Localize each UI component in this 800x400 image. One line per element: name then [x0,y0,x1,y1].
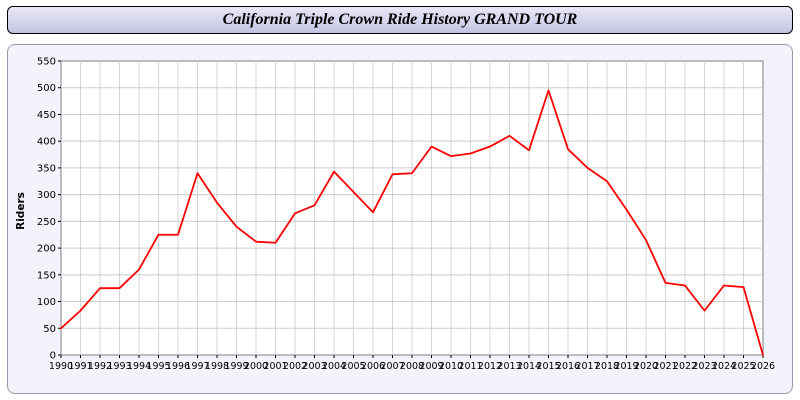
chart-title: California Triple Crown Ride History GRA… [222,11,578,28]
x-tick-label: 2017 [575,361,599,372]
x-tick-label: 2025 [731,361,755,372]
x-tick-label: 1991 [68,361,92,372]
x-tick-label: 2014 [517,361,541,372]
x-tick-label: 1997 [185,361,209,372]
x-tick-label: 2007 [380,361,404,372]
x-tick-label: 1998 [205,361,229,372]
y-tick-label: 200 [37,244,56,255]
x-tick-label: 2005 [341,361,365,372]
x-tick-label: 2018 [595,361,619,372]
y-tick-label: 300 [37,190,56,201]
plot-area: Riders 1990 1991 1992 1993 1994 1995 1996 1997 1… [13,53,789,395]
x-tick-label: 2011 [458,361,482,372]
x-tick-label: 2000 [244,361,268,372]
x-tick-label: 2016 [556,361,580,372]
y-axis-title: Riders [15,192,27,230]
x-tick-label: 2020 [634,361,658,372]
y-tick-label: 550 [37,57,56,68]
x-tick-label: 2021 [653,361,677,372]
x-tick-label: 2006 [361,361,385,372]
x-tick-label: 1999 [224,361,248,372]
x-tick-label: 2004 [322,361,346,372]
y-tick-label: 100 [37,297,56,308]
x-tick-label: 2023 [692,361,716,372]
y-tick-label: 400 [37,137,56,148]
x-tick-label: 2001 [263,361,287,372]
x-tick-label: 2002 [283,361,307,372]
y-tick-label: 150 [37,270,56,281]
x-tick-label: 2022 [673,361,697,372]
x-tick-label: 2003 [302,361,326,372]
plot-svg: Riders 199019911992199319941995199619971… [15,57,775,373]
x-tick-label: 2009 [419,361,443,372]
x-tick-label: 2010 [439,361,463,372]
x-tick-label: 1992 [88,361,112,372]
x-tick-label: 1995 [146,361,170,372]
x-tick-label: 2013 [497,361,521,372]
x-tick-label: 1993 [107,361,131,372]
x-tick-label: 2008 [400,361,424,372]
y-tick-label: 350 [37,163,56,174]
y-tick-label: 500 [37,83,56,94]
chart-title-bar: California Triple Crown Ride History GRA… [7,6,793,34]
y-tick-label: 50 [43,324,56,335]
x-tick-label: 1990 [49,361,73,372]
x-tick-label: 2026 [751,361,775,372]
y-tick-label: 0 [50,351,56,362]
x-tick-label: 1994 [127,361,151,372]
y-tick-label: 450 [37,110,56,121]
y-tick-label: 250 [37,217,56,228]
chart-panel: Riders 1990 1991 1992 1993 1994 1995 1996 1997 1… [7,44,793,394]
x-tick-label: 2012 [478,361,502,372]
x-tick-label: 2024 [712,361,736,372]
x-tick-label: 2015 [536,361,560,372]
series-line-riders [60,89,764,356]
x-tick-label: 1996 [166,361,190,372]
x-tick-label: 2019 [614,361,638,372]
